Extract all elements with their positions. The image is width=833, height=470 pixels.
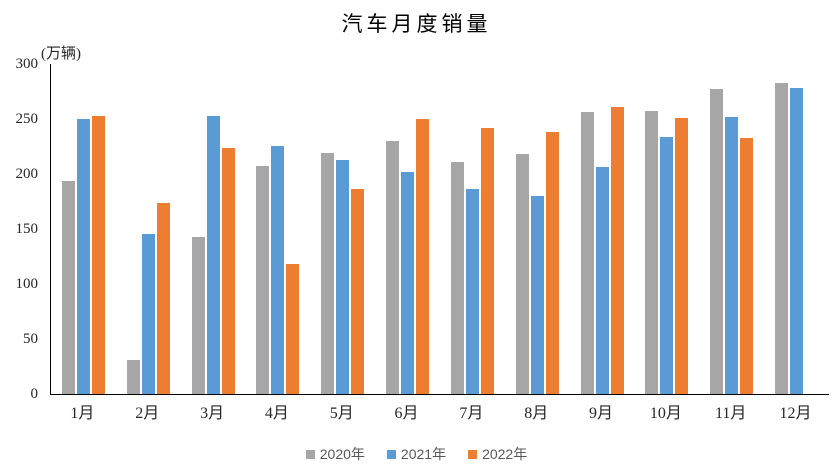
y-tick-label: 150 (15, 221, 39, 237)
bar-2021年-11月 (725, 116, 739, 394)
legend-item-2022年: 2022年 (468, 444, 527, 464)
x-label-2月: 2月 (135, 405, 160, 422)
x-axis-labels: 1月 2月 3月 4月 5月 6月 7月 8月 9月 10月 11月 12月 (50, 399, 828, 423)
bar-2021年-8月 (530, 196, 544, 394)
y-tick-label: 100 (15, 276, 39, 292)
legend-item-2020年: 2020年 (305, 444, 365, 464)
bar-2022年-6月 (416, 118, 430, 394)
bar-2021年-12月 (790, 87, 804, 394)
bar-2020年-11月 (710, 89, 724, 394)
y-axis-unit-label: (万辆) (41, 46, 81, 62)
bar-2022年-10月 (675, 118, 689, 394)
bar-2020年-10月 (645, 110, 659, 394)
bar-group-10月 (634, 64, 699, 394)
bar-2020年-9月 (580, 111, 594, 394)
bar-2021年-10月 (660, 137, 674, 394)
legend-label: 2022年 (482, 446, 528, 462)
bar-group-5月 (310, 64, 375, 394)
bar-2021年-5月 (336, 159, 350, 394)
x-label-6月: 6月 (394, 405, 419, 422)
bar-2020年-5月 (321, 152, 335, 394)
bar-2022年-2月 (156, 202, 170, 394)
y-tick-label: 200 (15, 166, 39, 182)
bar-2020年-7月 (450, 161, 464, 394)
bar-2022年-8月 (545, 131, 559, 394)
bar-group-3月 (181, 64, 246, 394)
x-label-11月: 11月 (714, 405, 747, 422)
bar-2021年-7月 (465, 188, 479, 394)
legend-item-2021年: 2021年 (386, 444, 447, 464)
x-label-8月: 8月 (524, 405, 549, 422)
bar-group-6月 (375, 64, 440, 394)
legend-label: 2020年 (319, 446, 365, 462)
y-axis-tick-labels: 0 50 100 150 200 250 300 (0, 56, 39, 402)
legend-label: 2021年 (400, 446, 447, 462)
x-label-12月: 12月 (779, 405, 812, 422)
y-tick-label: 250 (15, 111, 39, 127)
bar-2020年-1月 (61, 180, 75, 394)
bar-group-9月 (570, 64, 635, 394)
x-label-9月: 9月 (589, 405, 614, 422)
bar-2020年-6月 (386, 141, 400, 394)
plot-area (50, 64, 829, 395)
bar-2020年-2月 (126, 359, 140, 394)
bar-group-12月 (764, 64, 829, 394)
bar-2022年-1月 (91, 115, 105, 394)
bar-group-4月 (245, 64, 310, 394)
bar-2022年-3月 (221, 148, 235, 394)
bar-group-11月 (699, 64, 764, 394)
legend-marker-icon (305, 449, 315, 459)
bar-2021年-1月 (76, 118, 90, 394)
x-label-4月: 4月 (264, 405, 289, 422)
x-label-10月: 10月 (649, 405, 682, 422)
x-label-7月: 7月 (459, 405, 484, 422)
x-label-3月: 3月 (200, 405, 225, 422)
bar-2020年-12月 (775, 82, 789, 394)
bar-2021年-6月 (401, 172, 415, 394)
bar-2022年-11月 (740, 137, 754, 394)
legend-marker-icon (468, 449, 478, 459)
bar-2021年-3月 (206, 116, 220, 394)
bar-2020年-3月 (191, 236, 205, 394)
legend-marker-icon (386, 449, 396, 459)
bar-2020年-4月 (256, 166, 270, 394)
bar-2021年-4月 (271, 146, 285, 394)
bar-group-2月 (116, 64, 181, 394)
bar-2022年-5月 (351, 189, 365, 394)
bar-group-8月 (505, 64, 570, 394)
x-label-1月: 1月 (70, 405, 95, 422)
bar-2021年-9月 (595, 166, 609, 394)
chart-title: 汽车月度销量 (341, 12, 492, 36)
y-tick-label: 0 (30, 386, 39, 402)
bar-groups (51, 64, 829, 394)
x-label-5月: 5月 (329, 405, 354, 422)
y-tick-label: 50 (23, 331, 38, 347)
bar-group-1月 (51, 64, 116, 394)
bar-2022年-4月 (286, 264, 300, 394)
legend: 2020年 2021年 2022年 (0, 444, 833, 464)
bar-2022年-9月 (610, 106, 624, 394)
bar-2022年-7月 (480, 127, 494, 394)
y-tick-label: 300 (15, 56, 39, 72)
bar-2021年-2月 (141, 233, 155, 394)
bar-2020年-8月 (515, 153, 529, 394)
bar-group-7月 (440, 64, 505, 394)
